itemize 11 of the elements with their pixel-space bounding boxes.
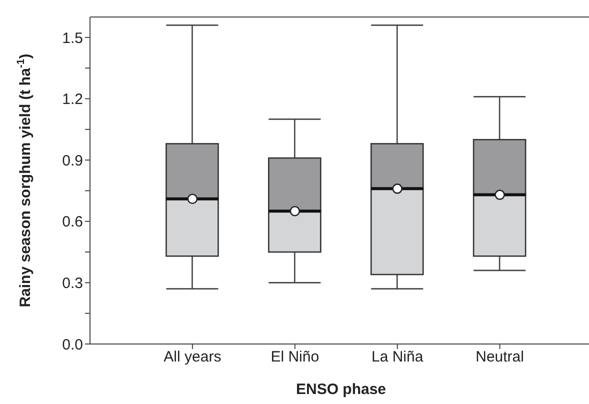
y-tick-label: 1.2 — [62, 91, 83, 108]
x-tick-label: La Niña — [371, 348, 424, 366]
y-tick-label: 1.5 — [62, 30, 83, 47]
y-tick-label: 0.6 — [62, 214, 83, 231]
y-tick-label: 0.3 — [62, 275, 83, 292]
y-tick-label: 0.9 — [62, 152, 83, 170]
x-axis-title: ENSO phase — [296, 381, 386, 398]
x-tick-label: All years — [164, 348, 222, 366]
x-tick-label: El Niño — [270, 348, 320, 366]
x-tick-label: Neutral — [476, 348, 524, 366]
y-tick-label: 0.0 — [62, 336, 83, 354]
